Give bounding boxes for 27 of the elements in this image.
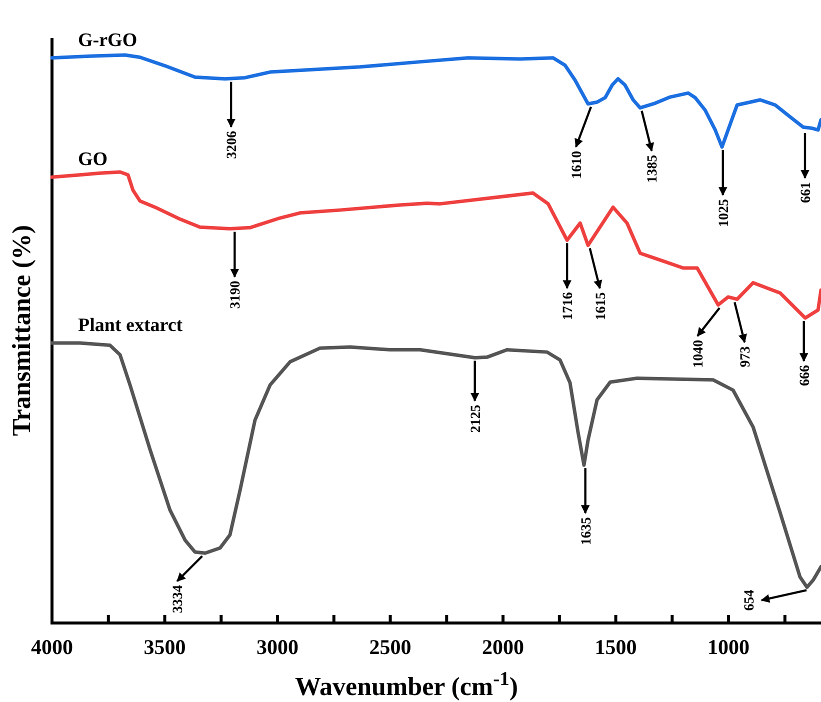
annotation: 973 [738, 346, 754, 368]
series-label: GO [78, 149, 108, 170]
annotation: 2125 [468, 404, 484, 433]
y-axis-title: Transmittance (%) [7, 224, 36, 436]
x-tick-label: 3500 [144, 634, 186, 659]
annotation: 1716 [561, 292, 576, 320]
x-tick-label: 2000 [482, 634, 524, 659]
x-tick-label: 1000 [708, 634, 750, 659]
annotation: 3334 [171, 585, 186, 614]
annotation: 3190 [228, 280, 244, 309]
annotation: 1610 [570, 150, 585, 179]
annotation: 666 [798, 364, 813, 386]
annotation: 661 [798, 182, 814, 203]
annotation: 1385 [646, 154, 661, 183]
series-label: Plant extarct [78, 314, 184, 336]
x-tick-label: 1500 [594, 634, 637, 659]
annotation: 1635 [579, 517, 594, 546]
x-tick-label: 2500 [369, 634, 412, 659]
annotation: 1040 [692, 340, 707, 368]
annotation: 654 [742, 590, 758, 611]
series-label: G-rGO [78, 30, 138, 51]
x-tick-label: 3000 [256, 634, 299, 659]
x-tick-label: 4000 [31, 634, 73, 659]
x-axis-title: Wavenumber (cm$^{-1}$) [294, 668, 518, 701]
annotation: 1025 [716, 199, 732, 228]
annotation: 3206 [225, 130, 240, 159]
annotation: 1615 [594, 292, 609, 320]
